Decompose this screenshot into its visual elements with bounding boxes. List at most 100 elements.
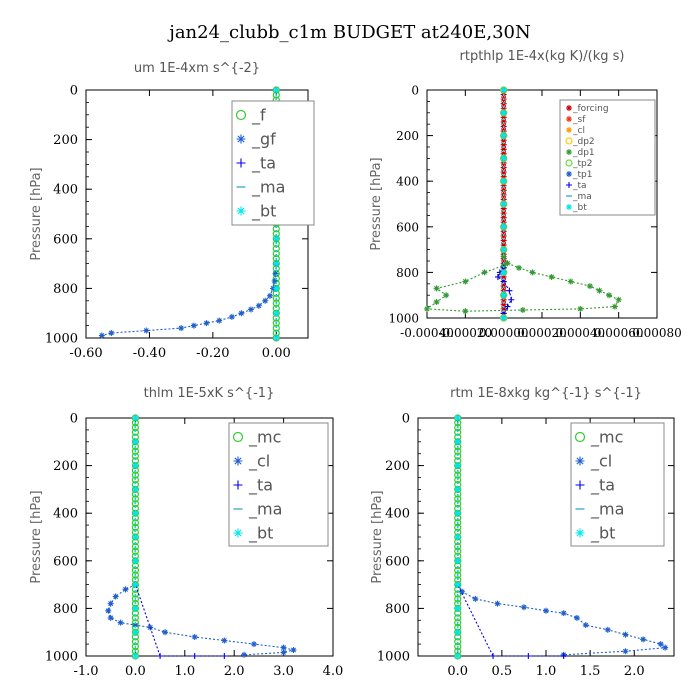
data-point — [500, 305, 507, 312]
x-tick-label: 3.0 — [273, 664, 294, 679]
data-point — [273, 87, 280, 93]
y-tick-label: 1000 — [45, 332, 78, 347]
legend-label: _f — [251, 106, 266, 126]
data-point — [516, 264, 522, 271]
data-point — [132, 438, 139, 445]
data-point — [216, 317, 223, 324]
data-point — [132, 557, 139, 564]
data-point — [506, 287, 513, 294]
data-point — [191, 633, 198, 640]
series-cl — [105, 581, 297, 658]
data-point — [606, 292, 613, 299]
legend: _forcing_sf_cl_dp2_dp1_tp2_tp1_ta_ma_bt — [559, 99, 656, 216]
data-point — [117, 619, 124, 626]
legend-marker — [575, 528, 585, 538]
data-point — [255, 302, 262, 309]
legend-label: _gf — [251, 130, 276, 150]
legend-label: _ma — [248, 500, 282, 520]
data-point — [132, 534, 139, 540]
data-point — [112, 593, 119, 600]
data-point — [454, 438, 461, 445]
data-point — [586, 283, 593, 290]
x-tick-label: 0.0 — [125, 664, 146, 679]
data-point — [454, 510, 461, 517]
x-tick-label: -1.0 — [73, 664, 98, 679]
legend-label: _ma — [251, 178, 285, 198]
legend-label: _tp1 — [572, 170, 592, 180]
legend-marker — [566, 105, 572, 111]
data-point — [459, 588, 466, 595]
legend-marker — [233, 528, 243, 538]
data-point — [582, 622, 589, 629]
x-tick-label: -0.60 — [69, 346, 102, 361]
data-point — [472, 595, 479, 602]
data-point — [454, 581, 461, 588]
legend-marker — [575, 480, 585, 490]
y-tick-label: 0 — [70, 84, 78, 99]
legend-label: _dp1 — [572, 148, 595, 158]
data-point — [560, 610, 567, 617]
data-point — [657, 641, 664, 648]
x-tick-label: 2.0 — [224, 664, 245, 679]
data-point — [500, 315, 507, 321]
data-point — [433, 285, 440, 292]
y-tick-label: 0 — [70, 412, 78, 427]
legend-label: _cl — [590, 452, 612, 472]
legend-marker — [232, 431, 244, 443]
data-point — [241, 651, 248, 658]
data-point — [454, 462, 461, 469]
data-point — [178, 325, 185, 332]
data-point — [500, 273, 507, 280]
data-point — [107, 600, 114, 607]
data-point — [519, 307, 526, 314]
chart-panel-1: um 1E-4xm s^{-2} Pressure [hPa] 0 200 400 600… — [29, 61, 315, 361]
y-tick-label: 1000 — [388, 312, 419, 326]
data-point — [132, 510, 139, 517]
data-point — [622, 648, 629, 655]
data-point — [494, 273, 501, 280]
data-point — [280, 644, 287, 651]
x-tick-label: 0.5 — [492, 664, 513, 679]
data-point — [573, 614, 580, 621]
legend-marker — [566, 204, 572, 210]
data-point — [500, 253, 507, 260]
x-tick-label: -0.00040 — [400, 326, 454, 340]
x-tick-label: -0.00020 — [438, 326, 492, 340]
data-point — [567, 278, 574, 285]
data-point — [548, 273, 555, 280]
chart-panel-3: thlm 1E-5xK s^{-1} Pressure [hPa] 0 200 400 6… — [29, 386, 343, 679]
legend-label: _sf — [572, 115, 586, 125]
data-point — [500, 150, 507, 157]
data-point — [481, 269, 488, 276]
legend-box — [559, 99, 656, 216]
legend-label: _ta — [590, 476, 615, 496]
legend-marker — [565, 137, 573, 145]
data-point — [454, 557, 461, 564]
data-point — [221, 653, 228, 659]
series-line — [101, 263, 277, 337]
x-tick-label: -0.20 — [196, 346, 229, 361]
data-point — [132, 653, 139, 659]
legend-marker — [236, 158, 246, 168]
series-bt — [500, 87, 507, 321]
data-point — [424, 305, 430, 312]
legend-marker — [233, 480, 243, 490]
legend: _mc _cl _ta _ma _bt — [570, 422, 665, 547]
y-tick-label: 200 — [53, 133, 78, 148]
data-point — [500, 178, 507, 185]
data-point — [500, 205, 507, 212]
y-tick-label: 200 — [53, 459, 78, 474]
data-point — [500, 201, 507, 207]
data-point — [490, 653, 497, 659]
data-point — [273, 285, 280, 292]
data-point — [107, 614, 114, 621]
series-ta — [454, 415, 567, 659]
x-tick-label: 1.0 — [536, 664, 557, 679]
data-point — [271, 277, 278, 284]
data-point — [500, 210, 507, 217]
data-point — [132, 622, 139, 629]
chart-title: rtpthlp 1E-4x(kg K)/(kg s) — [460, 49, 625, 64]
series-bt — [454, 415, 461, 659]
data-point — [500, 141, 507, 148]
data-point — [529, 269, 536, 276]
